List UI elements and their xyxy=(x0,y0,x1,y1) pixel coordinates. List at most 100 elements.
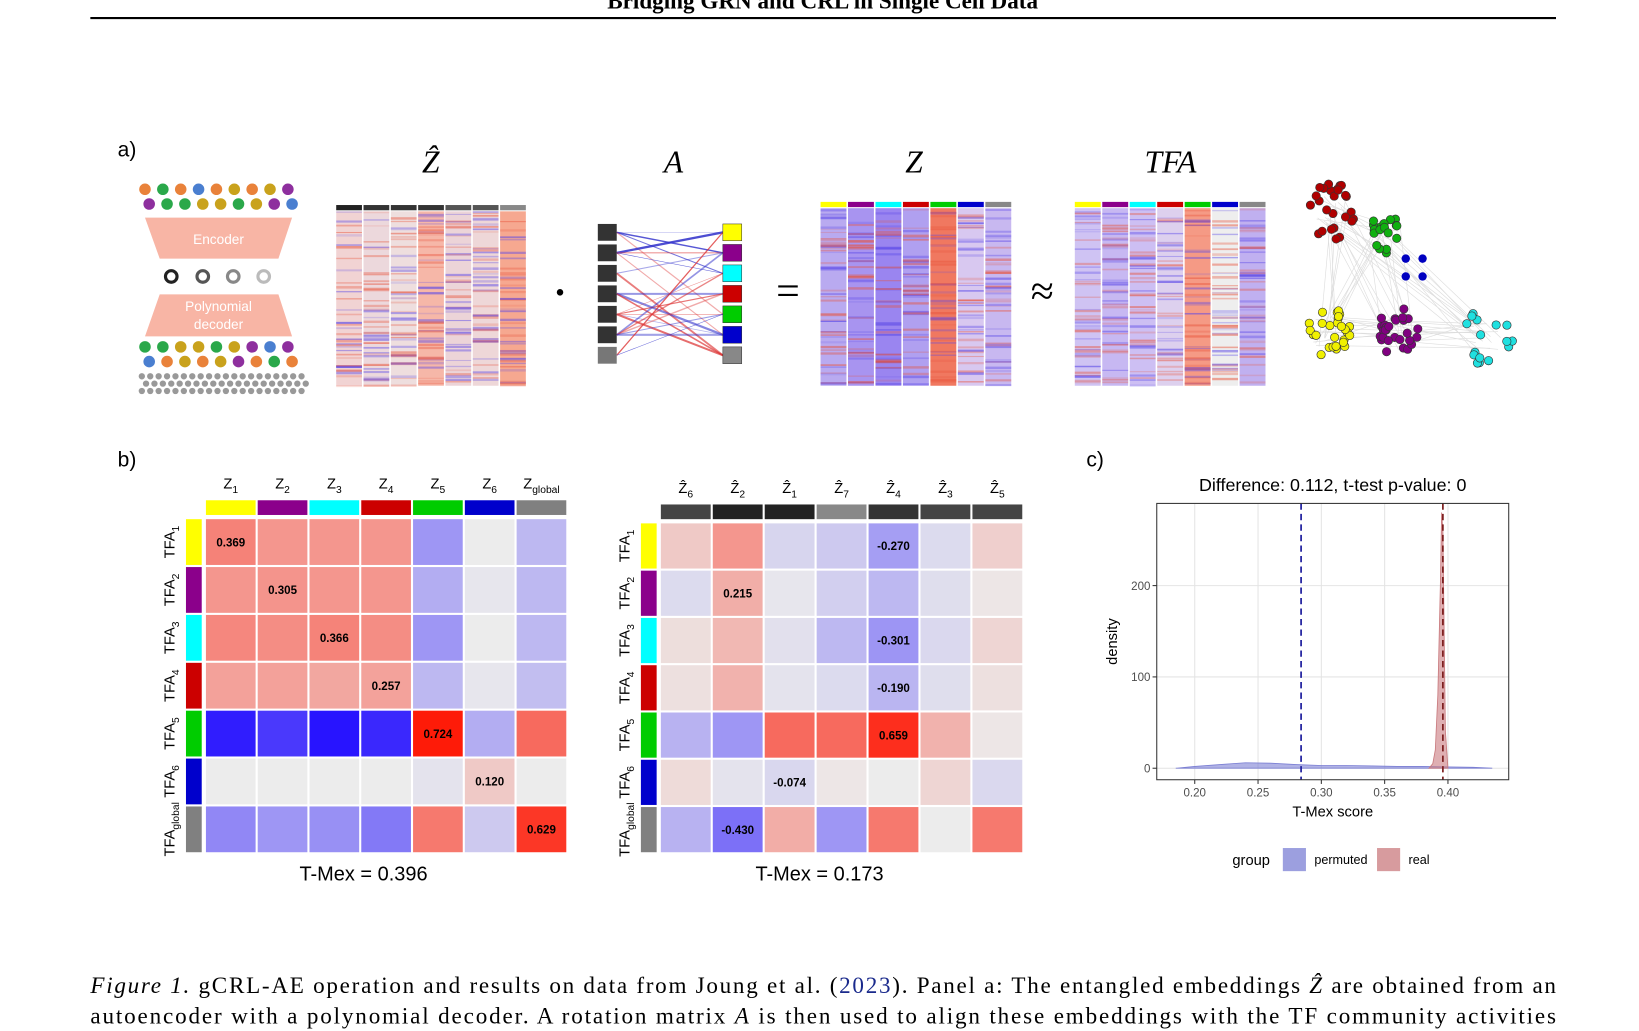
matrix-stripe xyxy=(1102,247,1129,250)
matrix-stripe xyxy=(820,372,847,376)
matrix-stripe xyxy=(1102,260,1129,263)
matrix-stripe xyxy=(445,310,472,313)
axis-label: Ẑ5 xyxy=(990,480,1005,500)
caption-text: ). Panel a: The entangled embeddings xyxy=(892,972,1307,998)
matrix-stripe xyxy=(445,327,472,331)
matrix-stripe xyxy=(848,257,874,260)
heat-cell xyxy=(464,662,515,709)
panel-a: Encoder Polynomial decoder Ẑ A Z TFA • =… xyxy=(138,144,1517,395)
matrix-stripe xyxy=(820,247,847,249)
axis-label: TFAglobal xyxy=(162,802,181,856)
label-subscript: 3 xyxy=(626,624,637,630)
label-base: Z xyxy=(327,477,336,493)
matrix-stripe xyxy=(1129,341,1156,343)
matrix-stripe xyxy=(820,268,847,271)
matrix-stripe xyxy=(363,384,390,387)
citation-link[interactable]: 2023 xyxy=(839,972,890,998)
data-dot xyxy=(264,183,276,196)
matrix-stripe xyxy=(336,220,362,223)
matrix-stripe xyxy=(957,346,984,349)
matrix-stripe xyxy=(820,214,847,217)
matrix-stripe xyxy=(336,372,362,375)
row-color-bar xyxy=(640,523,657,569)
heat-cell xyxy=(464,758,515,805)
matrix-stripe xyxy=(390,333,417,336)
matrix-stripe xyxy=(1239,237,1266,240)
matrix-stripe xyxy=(500,221,526,223)
matrix-stripe xyxy=(957,226,984,228)
matrix-column xyxy=(957,208,984,386)
matrix-stripe xyxy=(336,349,362,352)
matrix-stripe xyxy=(336,340,362,343)
matrix-stripe xyxy=(1239,331,1266,334)
axis-label: Ẑ1 xyxy=(782,480,797,500)
graph-node xyxy=(1383,336,1393,346)
matrix-stripe xyxy=(500,357,526,360)
data-dot xyxy=(174,341,187,353)
matrix-stripe xyxy=(1212,328,1239,331)
matrix-stripe xyxy=(500,273,526,276)
matrix-stripe xyxy=(1102,291,1129,294)
matrix-stripe xyxy=(957,216,984,218)
cell-value-label: 0.659 xyxy=(879,730,908,742)
matrix-stripe xyxy=(1184,358,1211,361)
matrix-stripe xyxy=(1074,379,1101,383)
matrix-stripe xyxy=(1074,309,1101,313)
matrix-stripe xyxy=(336,322,362,324)
matrix-stripe xyxy=(500,257,526,260)
matrix-stripe xyxy=(1157,325,1184,327)
graph-node xyxy=(1402,328,1412,338)
matrix-stripe xyxy=(848,340,874,343)
panel-label: a) xyxy=(118,139,137,162)
matrix-stripe xyxy=(1129,294,1156,297)
matrix-stripe xyxy=(902,255,929,258)
matrix-stripe xyxy=(363,246,390,249)
cell-dot xyxy=(239,387,246,395)
matrix-stripe xyxy=(875,300,902,303)
data-dot xyxy=(228,341,241,353)
matrix-stripe xyxy=(1074,266,1101,268)
matrix-stripe xyxy=(848,259,874,262)
matrix-stripe xyxy=(1157,292,1184,295)
data-dot xyxy=(139,183,151,196)
label-base: TFA xyxy=(162,579,178,606)
heat-cell xyxy=(764,665,815,711)
matrix-stripe xyxy=(1239,335,1266,339)
cell-dot xyxy=(298,373,305,380)
matrix-stripe xyxy=(500,297,526,300)
heat-cell xyxy=(516,662,567,709)
cell-dot xyxy=(205,373,213,380)
matrix-stripe xyxy=(930,302,957,306)
matrix-stripe xyxy=(1184,325,1211,327)
matrix-stripe xyxy=(1184,220,1211,223)
matrix-stripe xyxy=(985,258,1012,261)
axis-label: TFA6 xyxy=(162,765,181,798)
data-dot xyxy=(139,341,151,353)
matrix-stripe xyxy=(445,373,472,376)
data-dot xyxy=(143,198,155,210)
matrix-stripe xyxy=(1157,298,1184,301)
axis-label: Z1 xyxy=(223,477,238,496)
matrix-stripe xyxy=(1102,351,1129,354)
matrix-stripe xyxy=(985,272,1012,275)
matrix-stripe xyxy=(930,380,957,382)
matrix-stripe xyxy=(957,331,984,333)
heat-cell xyxy=(205,710,256,757)
matrix-stripe xyxy=(390,281,417,284)
heat-cell xyxy=(764,759,815,805)
matrix-stripe xyxy=(1184,282,1211,286)
axis-label: TFA1 xyxy=(162,525,181,558)
matrix-stripe xyxy=(1212,316,1239,319)
matrix-stripe xyxy=(930,376,957,379)
matrix-stripe xyxy=(848,354,874,358)
matrix-stripe xyxy=(363,246,390,249)
label-base: TFA xyxy=(162,829,178,856)
matrix-stripe xyxy=(500,369,526,372)
caption-text: gCRL-AE operation and results on data fr… xyxy=(191,972,837,998)
matrix-stripe xyxy=(1129,208,1156,211)
matrix-stripe xyxy=(1074,349,1101,352)
matrix-stripe xyxy=(957,302,984,304)
latent-box xyxy=(597,305,617,323)
matrix-stripe xyxy=(418,292,444,295)
heat-cell xyxy=(764,617,815,664)
